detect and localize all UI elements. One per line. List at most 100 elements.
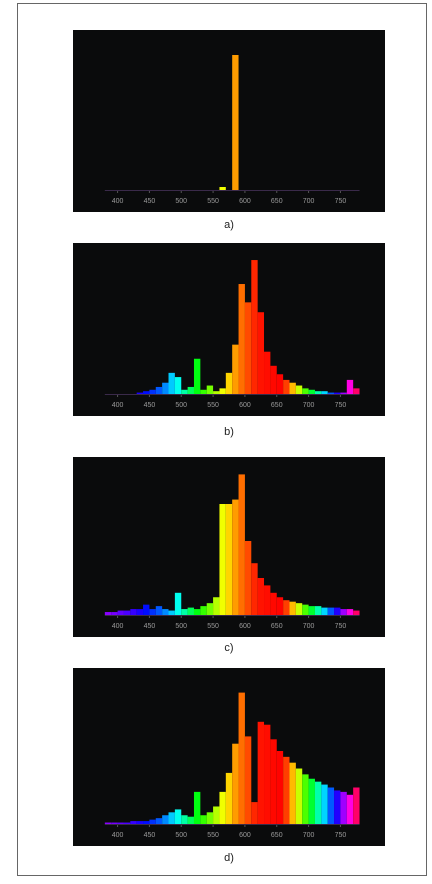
spectrum-bar [295, 385, 303, 394]
spectrum-bar [276, 374, 284, 394]
spectrum-bar [206, 812, 214, 824]
spectrum-bar [264, 724, 271, 824]
spectrum-chart: 400 450 500 550 600 650 700 750 [73, 30, 385, 212]
spectrum-bar [327, 607, 335, 615]
spectrum-bar [270, 365, 277, 394]
spectrum-bar [276, 751, 284, 824]
spectrum-bar [327, 787, 335, 824]
spectrum-bar [302, 604, 309, 615]
x-tick-label: 650 [271, 623, 283, 630]
spectrum-bar [219, 388, 226, 394]
frame [17, 3, 427, 876]
spectrum-bar [117, 610, 124, 615]
spectrum-bar [346, 609, 354, 615]
spectrum-bar [104, 612, 112, 615]
spectrum-bar [225, 504, 233, 615]
spectrum-bar [193, 609, 201, 615]
spectrum-bar [232, 55, 239, 190]
spectrum-bar [200, 606, 207, 615]
x-tick-label: 650 [271, 832, 283, 839]
caption: c) [224, 642, 233, 654]
spectrum-bar [143, 391, 150, 394]
spectrum-bar [276, 597, 284, 615]
spectrum-bar [206, 385, 214, 394]
spectrum-bar [181, 815, 188, 824]
spectrum-bar [321, 607, 328, 615]
spectrum-bar [289, 382, 296, 394]
spectrum-bar [187, 816, 194, 824]
spectrum-bar [353, 787, 360, 824]
x-tick-label: 400 [112, 623, 124, 630]
spectrum-bar [270, 739, 277, 824]
spectrum-bar [181, 389, 188, 394]
spectrum-bar [334, 607, 341, 615]
spectrum-bar [162, 815, 169, 824]
x-tick-label: 750 [335, 832, 347, 839]
x-tick-label: 700 [303, 832, 315, 839]
x-tick-label: 400 [112, 402, 124, 409]
x-tick-label: 600 [239, 402, 251, 409]
spectrum-bar [123, 822, 131, 824]
x-tick-label: 450 [144, 402, 156, 409]
x-tick-label: 600 [239, 623, 251, 630]
spectrum-bar [155, 386, 163, 394]
spectrum-bar [346, 794, 354, 824]
spectrum-bar [314, 391, 322, 394]
caption: b) [224, 426, 234, 438]
x-tick-label: 700 [303, 402, 315, 409]
x-tick-label: 450 [144, 832, 156, 839]
spectrum-bar [213, 597, 220, 615]
spectrum-bar [244, 541, 252, 615]
spectrum-bar [251, 563, 258, 615]
spectrum-bar [117, 822, 124, 824]
spectrum-bar [162, 382, 169, 394]
spectrum-bar [346, 379, 354, 394]
x-tick-label: 500 [175, 198, 187, 205]
spectrum-bar [289, 762, 296, 824]
spectrum-bar [193, 791, 201, 824]
x-tick-label: 750 [335, 198, 347, 205]
spectrum-chart: 400 450 500 550 600 650 700 750 [73, 668, 385, 846]
spectrum-bar [174, 377, 182, 394]
x-tick-label: 450 [144, 198, 156, 205]
spectrum-chart: 400 450 500 550 600 650 700 750 [73, 243, 385, 416]
spectrum-bar [327, 392, 335, 394]
x-tick-label: 650 [271, 402, 283, 409]
x-tick-label: 600 [239, 832, 251, 839]
spectrum-bar [257, 312, 265, 394]
spectrum-bar [143, 604, 150, 615]
x-tick-label: 750 [335, 623, 347, 630]
x-tick-label: 750 [335, 402, 347, 409]
spectrum-bar [149, 819, 156, 824]
spectrum-bar [213, 391, 220, 394]
spectrum-bar [168, 812, 175, 824]
spectrum-bar [206, 603, 214, 615]
spectrum-bar [213, 806, 220, 824]
spectrum-bar [225, 772, 233, 824]
spectrum-bar [162, 609, 169, 615]
spectrum-bar [264, 585, 271, 615]
spectrum-bar [238, 692, 245, 824]
spectrum-bar [219, 791, 226, 824]
spectrum-bar [314, 606, 322, 615]
spectrum-bar [111, 612, 118, 615]
x-tick-label: 400 [112, 832, 124, 839]
x-tick-label: 500 [175, 832, 187, 839]
spectrum-bar [155, 818, 163, 824]
spectrum-bar [238, 474, 245, 615]
spectrum-bar [187, 386, 194, 394]
plot-background [73, 30, 385, 212]
spectrum-bar [334, 392, 341, 394]
spectrum-bar [295, 768, 303, 824]
spectrum-bar [257, 721, 265, 824]
spectrum-bar [308, 778, 315, 824]
spectrum-bar [219, 187, 226, 190]
spectrum-bar [200, 389, 207, 394]
spectrum-bar [321, 391, 328, 394]
spectrum-bar [340, 392, 347, 394]
spectrum-bar [244, 302, 252, 394]
spectrum-bar [283, 600, 290, 615]
x-tick-label: 650 [271, 198, 283, 205]
spectrum-bar [130, 821, 137, 824]
spectrum-bar [238, 284, 245, 394]
